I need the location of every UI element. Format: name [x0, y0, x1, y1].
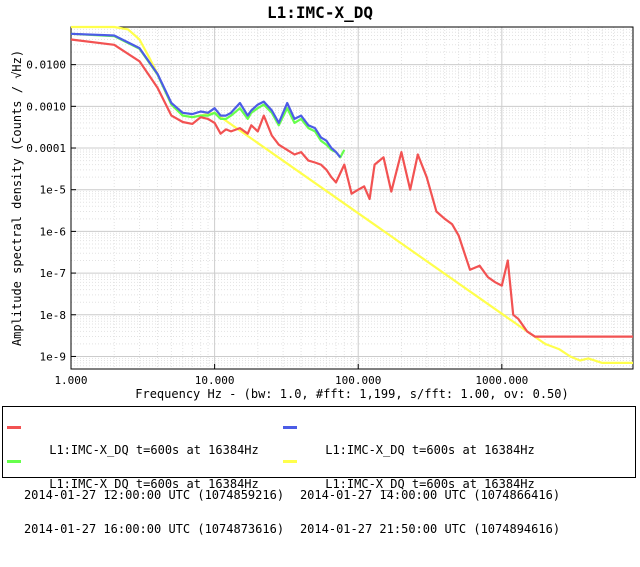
legend: L1:IMC-X_DQ t=600s at 16384Hz 2014-01-27… [2, 406, 636, 536]
legend-swatch-series-4 [283, 460, 297, 463]
x-axis-label: Frequency Hz - (bw: 1.0, #fft: 1,199, s/… [135, 387, 568, 401]
legend-entry-series-3: L1:IMC-X_DQ t=600s at 16384Hz 2014-01-27… [19, 447, 289, 567]
series-line-2 [70, 32, 342, 159]
legend-series-2-line1: L1:IMC-X_DQ t=600s at 16384Hz [325, 443, 535, 457]
x-tick-label: 10.000 [195, 374, 235, 387]
x-tick-label: 100.000 [335, 374, 381, 387]
plot-grid [70, 26, 633, 370]
y-tick-label: 1e-7 [40, 267, 67, 280]
y-tick-label: 0.0100 [26, 59, 66, 72]
legend-series-4-line1: L1:IMC-X_DQ t=600s at 16384Hz [325, 477, 535, 491]
y-tick-label: 0.0010 [26, 100, 66, 113]
series-line-1 [70, 38, 633, 338]
legend-series-3-line2: 2014-01-27 16:00:00 UTC (1074873616) [23, 522, 285, 536]
x-tick-label: 1000.000 [475, 374, 528, 387]
legend-series-1-line1: L1:IMC-X_DQ t=600s at 16384Hz [49, 443, 259, 457]
legend-swatch-series-2 [283, 426, 297, 429]
series-line-3 [70, 32, 346, 159]
legend-entry-series-4: L1:IMC-X_DQ t=600s at 16384Hz 2014-01-27… [295, 447, 565, 567]
legend-swatch-series-3 [7, 460, 21, 463]
y-axis-ticks: 0.0100 0.0010 0.0001 1e-5 1e-6 1e-7 1e-8 1e-9 [26, 59, 76, 363]
legend-series-4-line2: 2014-01-27 21:50:00 UTC (1074894616) [299, 522, 561, 536]
y-tick-label: 0.0001 [26, 142, 66, 155]
x-axis-ticks: 1.000 10.000 100.000 1000.000 [54, 364, 528, 387]
legend-swatch-series-1 [7, 426, 21, 429]
x-tick-label: 1.000 [54, 374, 87, 387]
series-lines [70, 25, 633, 364]
plot-area [70, 26, 634, 370]
y-axis-label: Amplitude spectral density (Counts / √Hz… [10, 50, 24, 346]
y-tick-label: 1e-8 [40, 309, 67, 322]
legend-series-3-line1: L1:IMC-X_DQ t=600s at 16384Hz [49, 477, 259, 491]
chart-title: L1:IMC-X_DQ [267, 3, 373, 22]
asd-chart: L1:IMC-X_DQ 1.000 10.000 100.000 1000.000 0… [10, 3, 634, 401]
y-tick-label: 1e-6 [40, 225, 67, 238]
y-tick-label: 1e-5 [40, 184, 67, 197]
y-tick-label: 1e-9 [40, 350, 67, 363]
